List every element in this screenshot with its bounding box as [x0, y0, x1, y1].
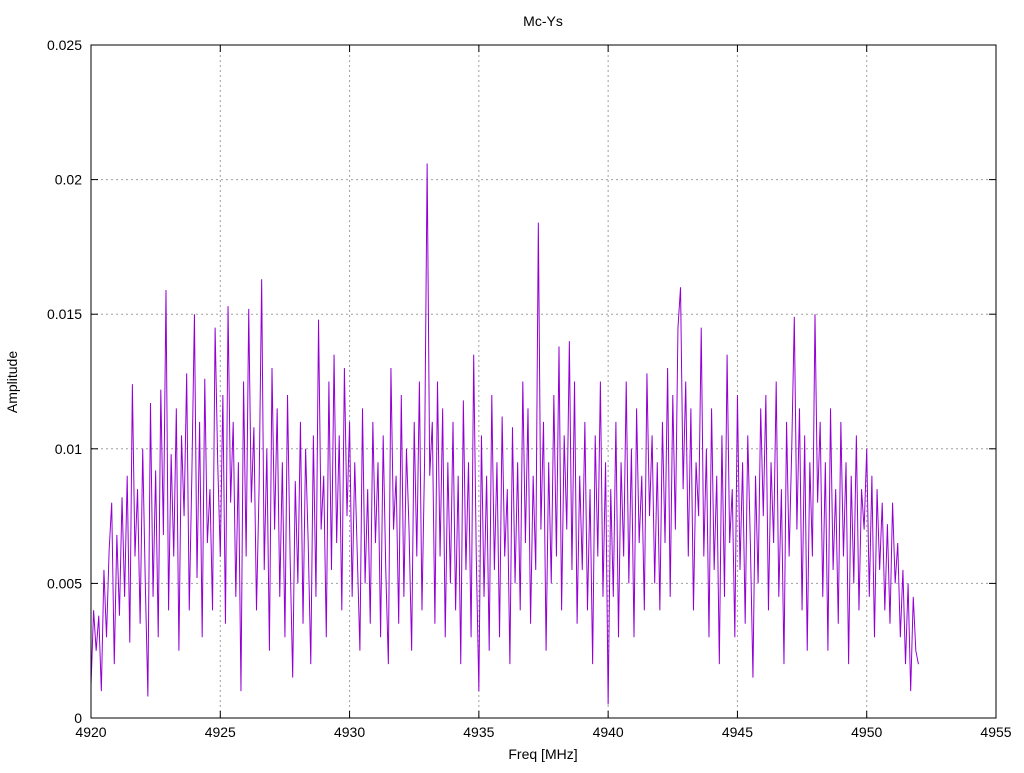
x-tick-label: 4935: [463, 724, 494, 740]
series-line-0: [90, 163, 919, 705]
x-tick-label: 4950: [851, 724, 882, 740]
x-tick-label: 4945: [722, 724, 753, 740]
y-tick-label: 0.005: [47, 575, 82, 591]
chart-title: Mc-Ys: [523, 13, 563, 29]
plot-frame: [90, 44, 997, 719]
y-tick-label: 0.01: [55, 441, 82, 457]
axis-ticks: 4920 4925 4930 4935 4940 4945 4950 4955 0 0.005 0.…: [47, 37, 1012, 740]
y-tick-label: 0.025: [47, 37, 82, 53]
x-tick-label: 4940: [593, 724, 624, 740]
y-tick-label: 0.02: [55, 172, 82, 188]
y-tick-label: 0.015: [47, 306, 82, 322]
x-tick-label: 4920: [75, 724, 106, 740]
x-tick-label: 4930: [334, 724, 365, 740]
x-tick-label: 4925: [205, 724, 236, 740]
y-axis-label: Amplitude: [4, 351, 20, 413]
series-layer: [90, 163, 919, 705]
x-axis-label: Freq [MHz]: [508, 746, 577, 762]
y-tick-label: 0: [74, 710, 82, 726]
x-tick-label: 4955: [980, 724, 1011, 740]
